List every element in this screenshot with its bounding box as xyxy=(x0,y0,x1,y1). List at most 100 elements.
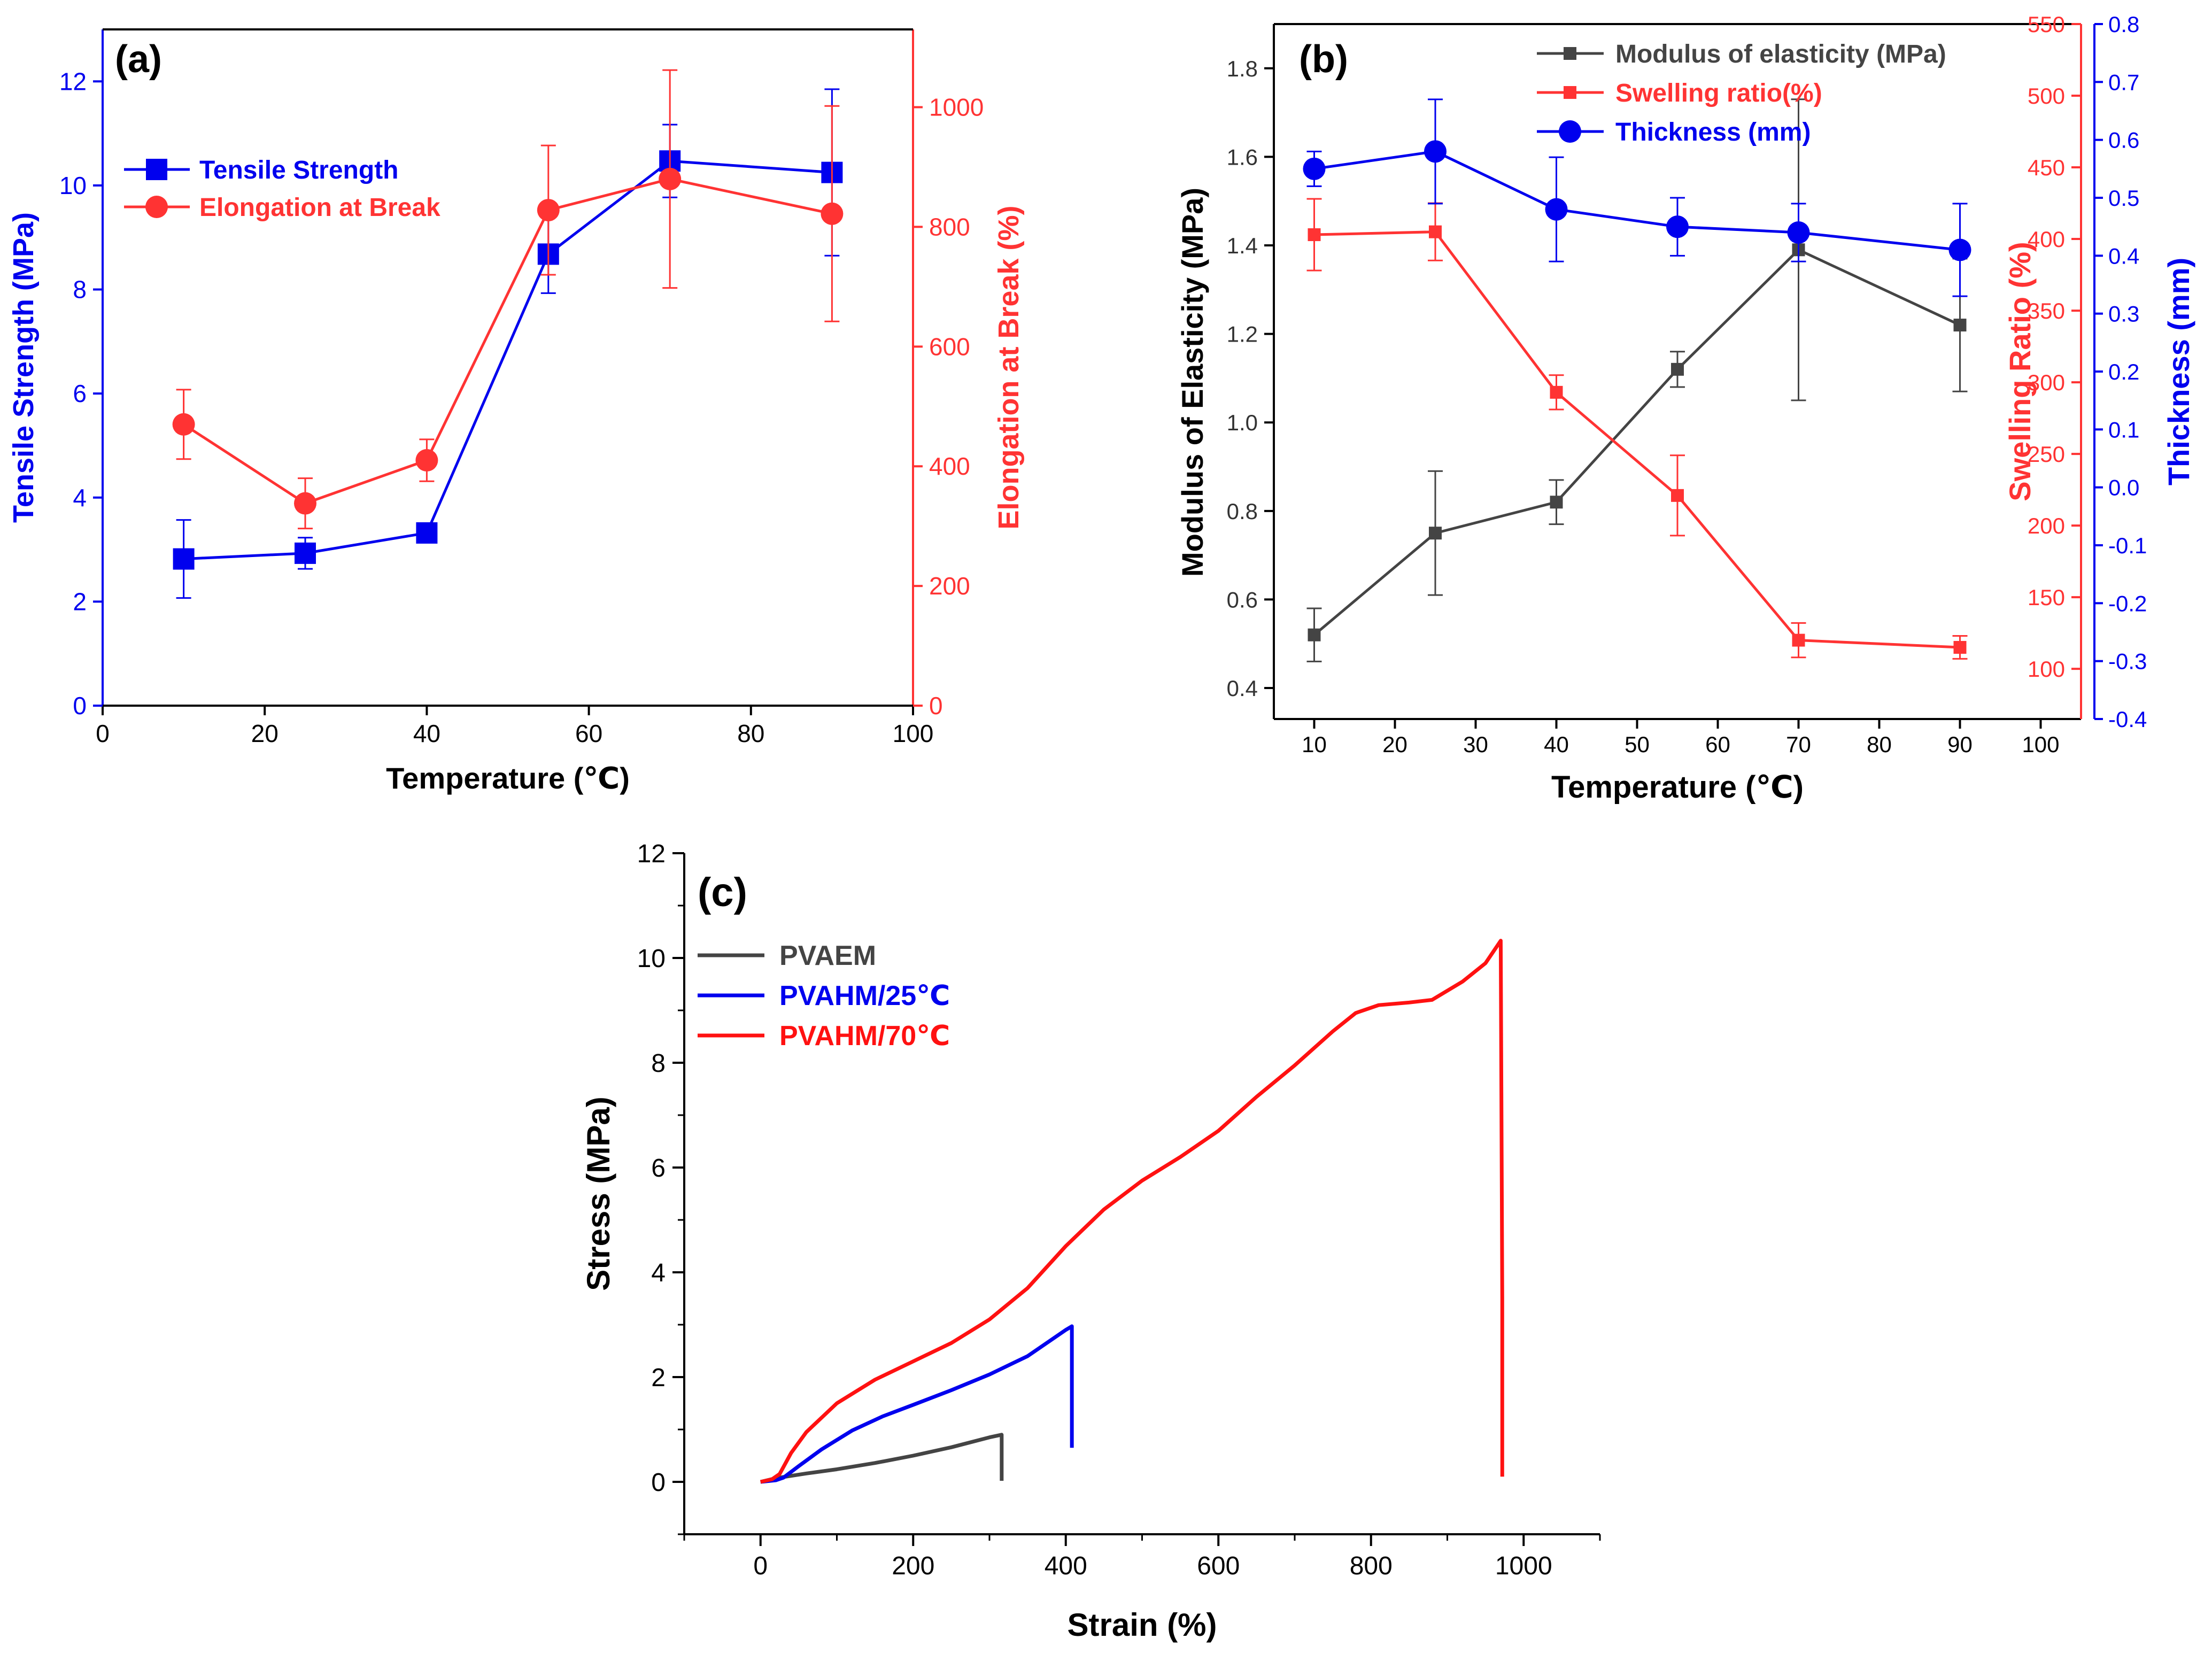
b-series-2-point xyxy=(1671,489,1684,502)
a-series-2-line xyxy=(183,177,832,505)
b-yr2-tick-label: -0.1 xyxy=(2108,533,2147,558)
b-series-2-point xyxy=(1792,633,1805,647)
c-legend-label: PVAHM/25℃ xyxy=(779,980,950,1011)
b-series-3-point xyxy=(1666,215,1689,238)
b-x-axis-title: Temperature (℃) xyxy=(1551,770,1804,805)
c-y-tick-label: 10 xyxy=(637,945,666,973)
c-x-tick-label: 200 xyxy=(892,1552,934,1580)
b-yr1-tick-label: 450 xyxy=(2028,155,2065,180)
a-yr-tick-label: 400 xyxy=(929,452,970,480)
b-legend-marker xyxy=(1564,47,1576,60)
b-legend-label: Thickness (mm) xyxy=(1615,118,1811,146)
b-legend-label: Swelling ratio(%) xyxy=(1615,79,1822,107)
a-y-left-title: Tensile Strength (MPa) xyxy=(7,212,40,523)
b-yr1-tick-label: 350 xyxy=(2028,298,2065,323)
b-yr1-tick-label: 550 xyxy=(2028,12,2065,37)
a-legend-label: Tensile Strength xyxy=(199,156,399,184)
b-series-2-point xyxy=(1953,640,1967,654)
a-yl-tick-label: 2 xyxy=(73,588,87,615)
b-y-right2-title: Thickness (mm) xyxy=(2162,258,2195,485)
b-yr1-tick-label: 100 xyxy=(2028,656,2065,682)
a-series-1-point xyxy=(295,542,316,564)
b-legend-label: Modulus of elasticity (MPa) xyxy=(1615,40,1946,68)
b-yr2-tick-label: 0.7 xyxy=(2108,69,2139,95)
a-legend-label: Elongation at Break xyxy=(199,194,440,222)
b-x-tick-label: 20 xyxy=(1382,732,1407,757)
b-series-2-line xyxy=(1314,230,1960,649)
b-series-2-point xyxy=(1429,225,1442,238)
c-y-tick-label: 8 xyxy=(651,1049,666,1078)
a-x-tick-label: 80 xyxy=(737,720,764,747)
b-yr1-tick-label: 500 xyxy=(2028,83,2065,109)
b-series-1-point xyxy=(1429,527,1442,540)
b-x-tick-label: 80 xyxy=(1867,732,1892,757)
a-series-2-point xyxy=(659,167,682,190)
a-legend-marker xyxy=(146,159,167,180)
b-panel-label: (b) xyxy=(1299,38,1348,81)
b-y-left-title: Modulus of Elasticity (MPa) xyxy=(1175,188,1209,577)
b-x-tick-label: 50 xyxy=(1625,732,1650,757)
b-x-tick-label: 40 xyxy=(1544,732,1569,757)
a-yr-tick-label: 200 xyxy=(929,572,970,600)
b-yl-tick-label: 1.2 xyxy=(1227,322,1258,347)
b-series-3-point xyxy=(1787,221,1810,244)
a-series-2-point xyxy=(415,449,438,472)
a-x-axis-title: Temperature (℃) xyxy=(386,761,630,795)
b-yr2-tick-label: 0.3 xyxy=(2108,302,2139,327)
c-y-tick-label: 4 xyxy=(651,1259,666,1287)
a-yl-tick-label: 6 xyxy=(73,380,87,407)
a-series-1-line xyxy=(183,159,832,561)
b-x-tick-label: 30 xyxy=(1463,732,1488,757)
c-x-tick-label: 400 xyxy=(1045,1552,1087,1580)
a-yr-tick-label: 1000 xyxy=(929,94,984,121)
b-yr2-tick-label: 0.5 xyxy=(2108,186,2139,211)
a-x-tick-label: 40 xyxy=(413,720,440,747)
c-y-tick-label: 2 xyxy=(651,1364,666,1392)
c-series-2-line xyxy=(760,1324,1074,1484)
b-series-1-point xyxy=(1671,362,1684,376)
b-yl-tick-label: 1.8 xyxy=(1227,56,1258,81)
a-legend-marker xyxy=(145,196,168,218)
b-yr2-tick-label: -0.4 xyxy=(2108,707,2147,732)
b-series-1-point xyxy=(1308,628,1321,641)
b-yr2-tick-label: 0.0 xyxy=(2108,475,2139,500)
b-series-2-point xyxy=(1308,228,1321,242)
a-x-tick-label: 100 xyxy=(893,720,934,747)
b-yr2-tick-label: 0.6 xyxy=(2108,128,2139,153)
a-series-2-point xyxy=(821,202,844,225)
c-panel-label: (c) xyxy=(698,870,747,915)
a-x-tick-label: 60 xyxy=(575,720,602,747)
b-yr2-tick-label: -0.3 xyxy=(2108,649,2147,674)
c-x-tick-label: 600 xyxy=(1197,1552,1240,1580)
b-legend-marker xyxy=(1564,86,1576,99)
b-series-1-line xyxy=(1313,248,1961,636)
a-yr-tick-label: 0 xyxy=(929,692,943,720)
a-yl-tick-label: 12 xyxy=(59,67,87,95)
b-series-3-point xyxy=(1545,198,1568,221)
a-series-2-point xyxy=(294,492,316,515)
a-panel-label: (a) xyxy=(115,38,162,81)
b-yl-tick-label: 1.4 xyxy=(1227,233,1258,258)
panel-a: 0 20 40 60 80 10002468101202004006008001000Te… xyxy=(7,28,1025,795)
c-legend-label: PVAEM xyxy=(779,940,876,971)
b-yl-tick-label: 0.6 xyxy=(1227,587,1258,612)
c-y-tick-label: 6 xyxy=(651,1154,666,1182)
b-legend-marker xyxy=(1559,120,1581,143)
b-series-1-point xyxy=(1550,496,1563,509)
b-x-tick-label: 70 xyxy=(1786,732,1811,757)
a-yl-tick-label: 0 xyxy=(73,692,87,720)
b-yr1-tick-label: 300 xyxy=(2028,370,2065,395)
a-series-2-point xyxy=(537,199,560,222)
c-series-1-line xyxy=(760,1433,1004,1484)
a-yl-tick-label: 8 xyxy=(73,276,87,304)
c-x-tick-label: 800 xyxy=(1350,1552,1393,1580)
b-series-2-point xyxy=(1550,385,1563,399)
b-y-right1-title: Swelling Ratio (%) xyxy=(2003,242,2037,501)
c-y-tick-label: 12 xyxy=(637,840,666,868)
b-yr2-tick-label: 0.1 xyxy=(2108,417,2139,442)
c-legend-label: PVAHM/70℃ xyxy=(779,1021,950,1052)
b-yr2-tick-label: 0.4 xyxy=(2108,243,2139,268)
b-yl-tick-label: 0.4 xyxy=(1227,676,1258,701)
b-series-3-point xyxy=(1303,157,1326,180)
